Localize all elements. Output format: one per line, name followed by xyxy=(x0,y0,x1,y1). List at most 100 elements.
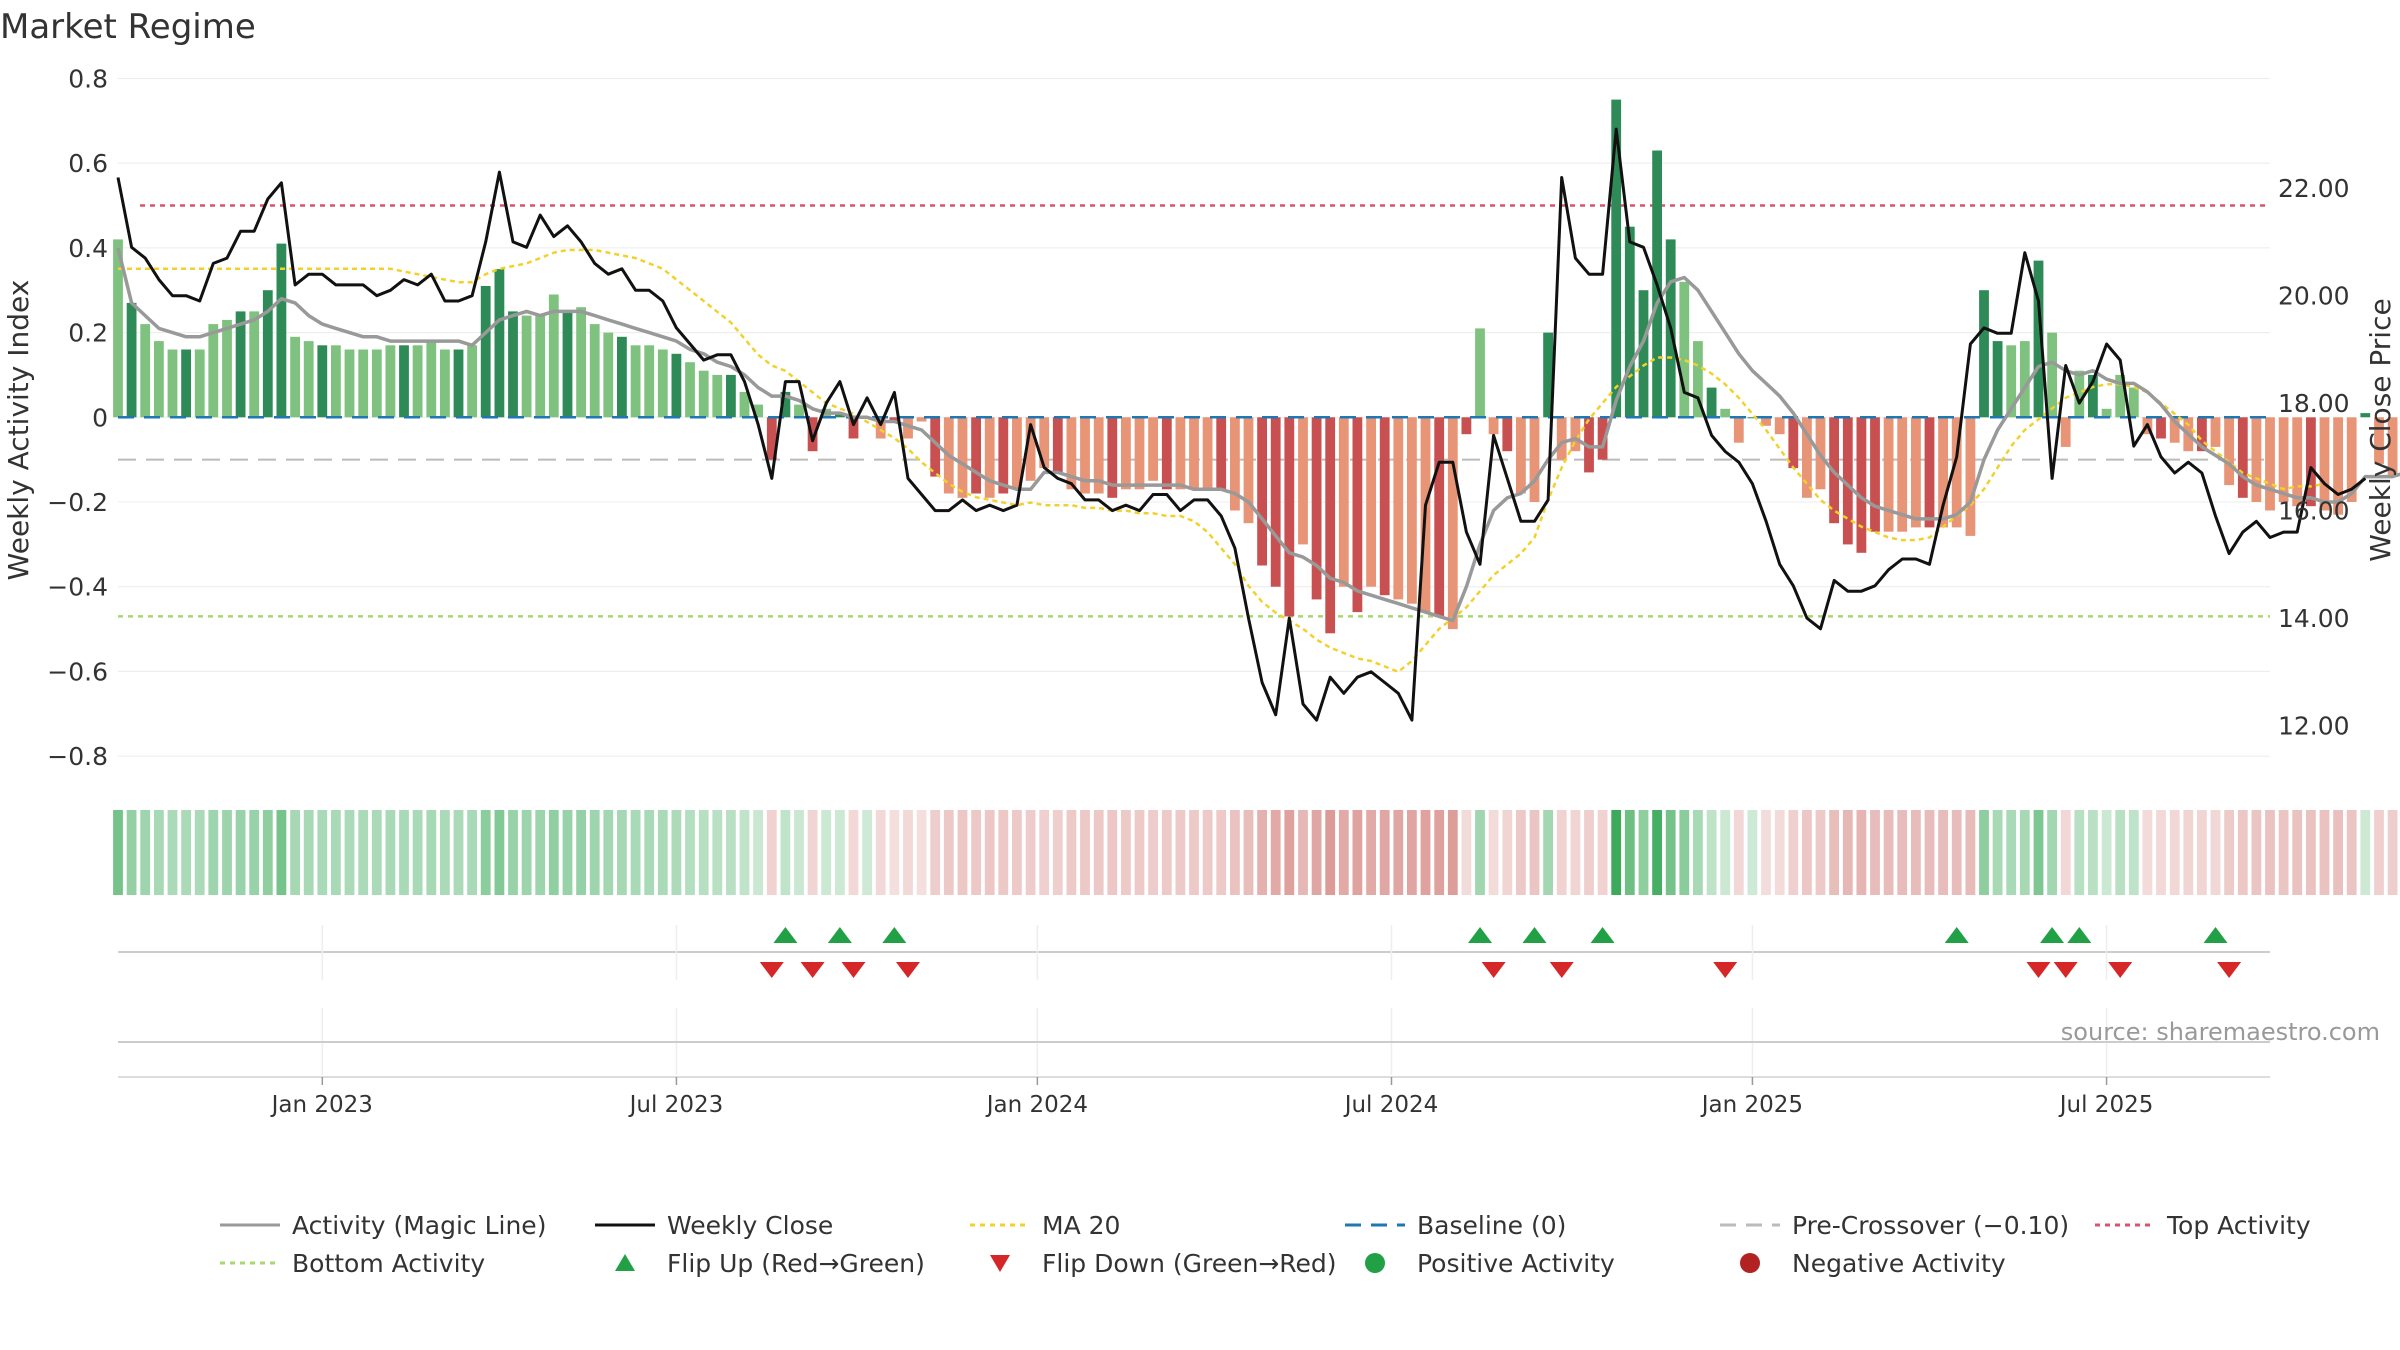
regime-strip-cell xyxy=(807,810,818,895)
regime-strip-cell xyxy=(1979,810,1989,895)
series-lines xyxy=(116,127,2400,722)
activity-bar xyxy=(317,345,328,418)
regime-strip-cell xyxy=(249,810,260,895)
activity-bar xyxy=(1284,417,1295,617)
activity-bar xyxy=(2319,417,2330,511)
legend-item: Positive Activity xyxy=(1365,1249,1615,1278)
activity-bar xyxy=(1706,387,1717,418)
activity-bar xyxy=(1611,99,1622,418)
activity-bar xyxy=(1366,417,1376,587)
regime-strip-cell xyxy=(821,810,832,895)
activity-bar xyxy=(1911,417,1921,528)
regime-strip-cell xyxy=(1556,810,1567,895)
activity-bar xyxy=(1788,417,1799,469)
activity-bar xyxy=(1516,417,1526,494)
flip-up-marker xyxy=(2067,927,2092,943)
regime-strip-cell xyxy=(2101,810,2112,895)
regime-strip-cell xyxy=(1148,810,1158,895)
x-axis: Jan 2023 Jul 2023 Jan 2024 Jul 2024 Jan 2025… xyxy=(270,1077,2153,1118)
regime-strip-cell xyxy=(739,810,750,895)
activity-bar xyxy=(2333,417,2343,515)
regime-strip-cell xyxy=(1379,810,1390,895)
regime-strip-cell xyxy=(698,810,709,895)
regime-strip-cell xyxy=(440,810,450,895)
regime-strip-cell xyxy=(1870,810,1880,895)
legend-swatch xyxy=(615,1254,635,1271)
activity-bar xyxy=(1025,417,1036,481)
activity-bar xyxy=(630,345,641,418)
regime-strip-cell xyxy=(1829,810,1839,895)
activity-bar xyxy=(2047,332,2057,418)
activity-bar xyxy=(2128,387,2139,418)
activity-bar xyxy=(1093,417,1104,494)
flip-up-marker xyxy=(1590,927,1615,943)
regime-strip-cell xyxy=(1461,810,1472,895)
regime-strip-cell xyxy=(467,810,477,895)
activity-bar xyxy=(589,324,600,418)
x-tick-label: Jan 2025 xyxy=(1700,1092,1803,1118)
activity-bar xyxy=(1012,417,1022,490)
activity-bar xyxy=(1556,417,1567,460)
regime-strip-cell xyxy=(1012,810,1022,895)
activity-bar xyxy=(1216,417,1227,490)
activity-bar xyxy=(780,391,791,418)
regime-strip-cell xyxy=(1338,810,1349,895)
activity-bar xyxy=(1202,417,1213,490)
activity-bar xyxy=(2019,341,2030,418)
regime-strip-cell xyxy=(2346,810,2357,895)
activity-bar xyxy=(644,345,655,418)
legend-item: Top Activity xyxy=(2095,1211,2311,1240)
regime-strip-cell xyxy=(589,810,600,895)
activity-bar xyxy=(412,345,423,418)
activity-bar xyxy=(1979,290,1989,418)
y-tick-label-left: 0.8 xyxy=(68,64,108,93)
activity-bar xyxy=(2210,417,2221,447)
activity-bar xyxy=(194,349,205,418)
regime-strip-cell xyxy=(1570,810,1581,895)
regime-strip-cell xyxy=(943,810,954,895)
regime-strip-cell xyxy=(1543,810,1553,895)
regime-strip-cell xyxy=(1720,810,1731,895)
activity-bar xyxy=(685,362,695,418)
legend-item: Weekly Close xyxy=(595,1211,833,1240)
regime-strip-cell xyxy=(1080,810,1090,895)
activity-bar xyxy=(2251,417,2262,502)
activity-bar xyxy=(385,345,396,418)
activity-bar xyxy=(930,417,941,477)
y-tick-label-left: −0.2 xyxy=(47,488,108,517)
activity-bar xyxy=(331,345,341,418)
activity-bar xyxy=(1502,417,1513,452)
activity-bar xyxy=(1638,290,1649,418)
regime-strip-cell xyxy=(2128,810,2139,895)
activity-bar xyxy=(1052,417,1063,473)
regime-strip-cell xyxy=(971,810,981,895)
activity-bar xyxy=(1802,417,1812,498)
regime-strip-cell xyxy=(1611,810,1622,895)
activity-bar xyxy=(2197,417,2207,452)
y-tick-label-right: 14.00 xyxy=(2278,604,2350,633)
regime-strip-cell xyxy=(2374,810,2384,895)
activity-bar xyxy=(2374,417,2384,464)
regime-strip-cell xyxy=(1665,810,1676,895)
activity-bar xyxy=(971,417,981,494)
regime-strip-cell xyxy=(1407,810,1417,895)
regime-strip-cell xyxy=(1938,810,1948,895)
activity-bar xyxy=(249,311,260,418)
y-tick-label-left: 0.6 xyxy=(68,149,108,178)
regime-strip-cell xyxy=(494,810,505,895)
activity-bar xyxy=(1447,417,1458,630)
y-tick-label-left: 0.2 xyxy=(68,319,108,348)
activity-bar xyxy=(1298,417,1308,545)
activity-bar xyxy=(1379,417,1390,596)
flip-down-marker xyxy=(841,962,866,978)
regime-strip-cell xyxy=(753,810,763,895)
activity-bar xyxy=(1161,417,1172,490)
activity-bar xyxy=(998,417,1009,494)
activity-bar xyxy=(2006,345,2017,418)
regime-strip-cell xyxy=(726,810,736,895)
activity-bar xyxy=(2074,370,2085,418)
activity-bar xyxy=(1257,417,1267,566)
activity-bar xyxy=(222,319,232,418)
activity-bar xyxy=(2033,260,2044,418)
regime-strip-cell xyxy=(998,810,1009,895)
